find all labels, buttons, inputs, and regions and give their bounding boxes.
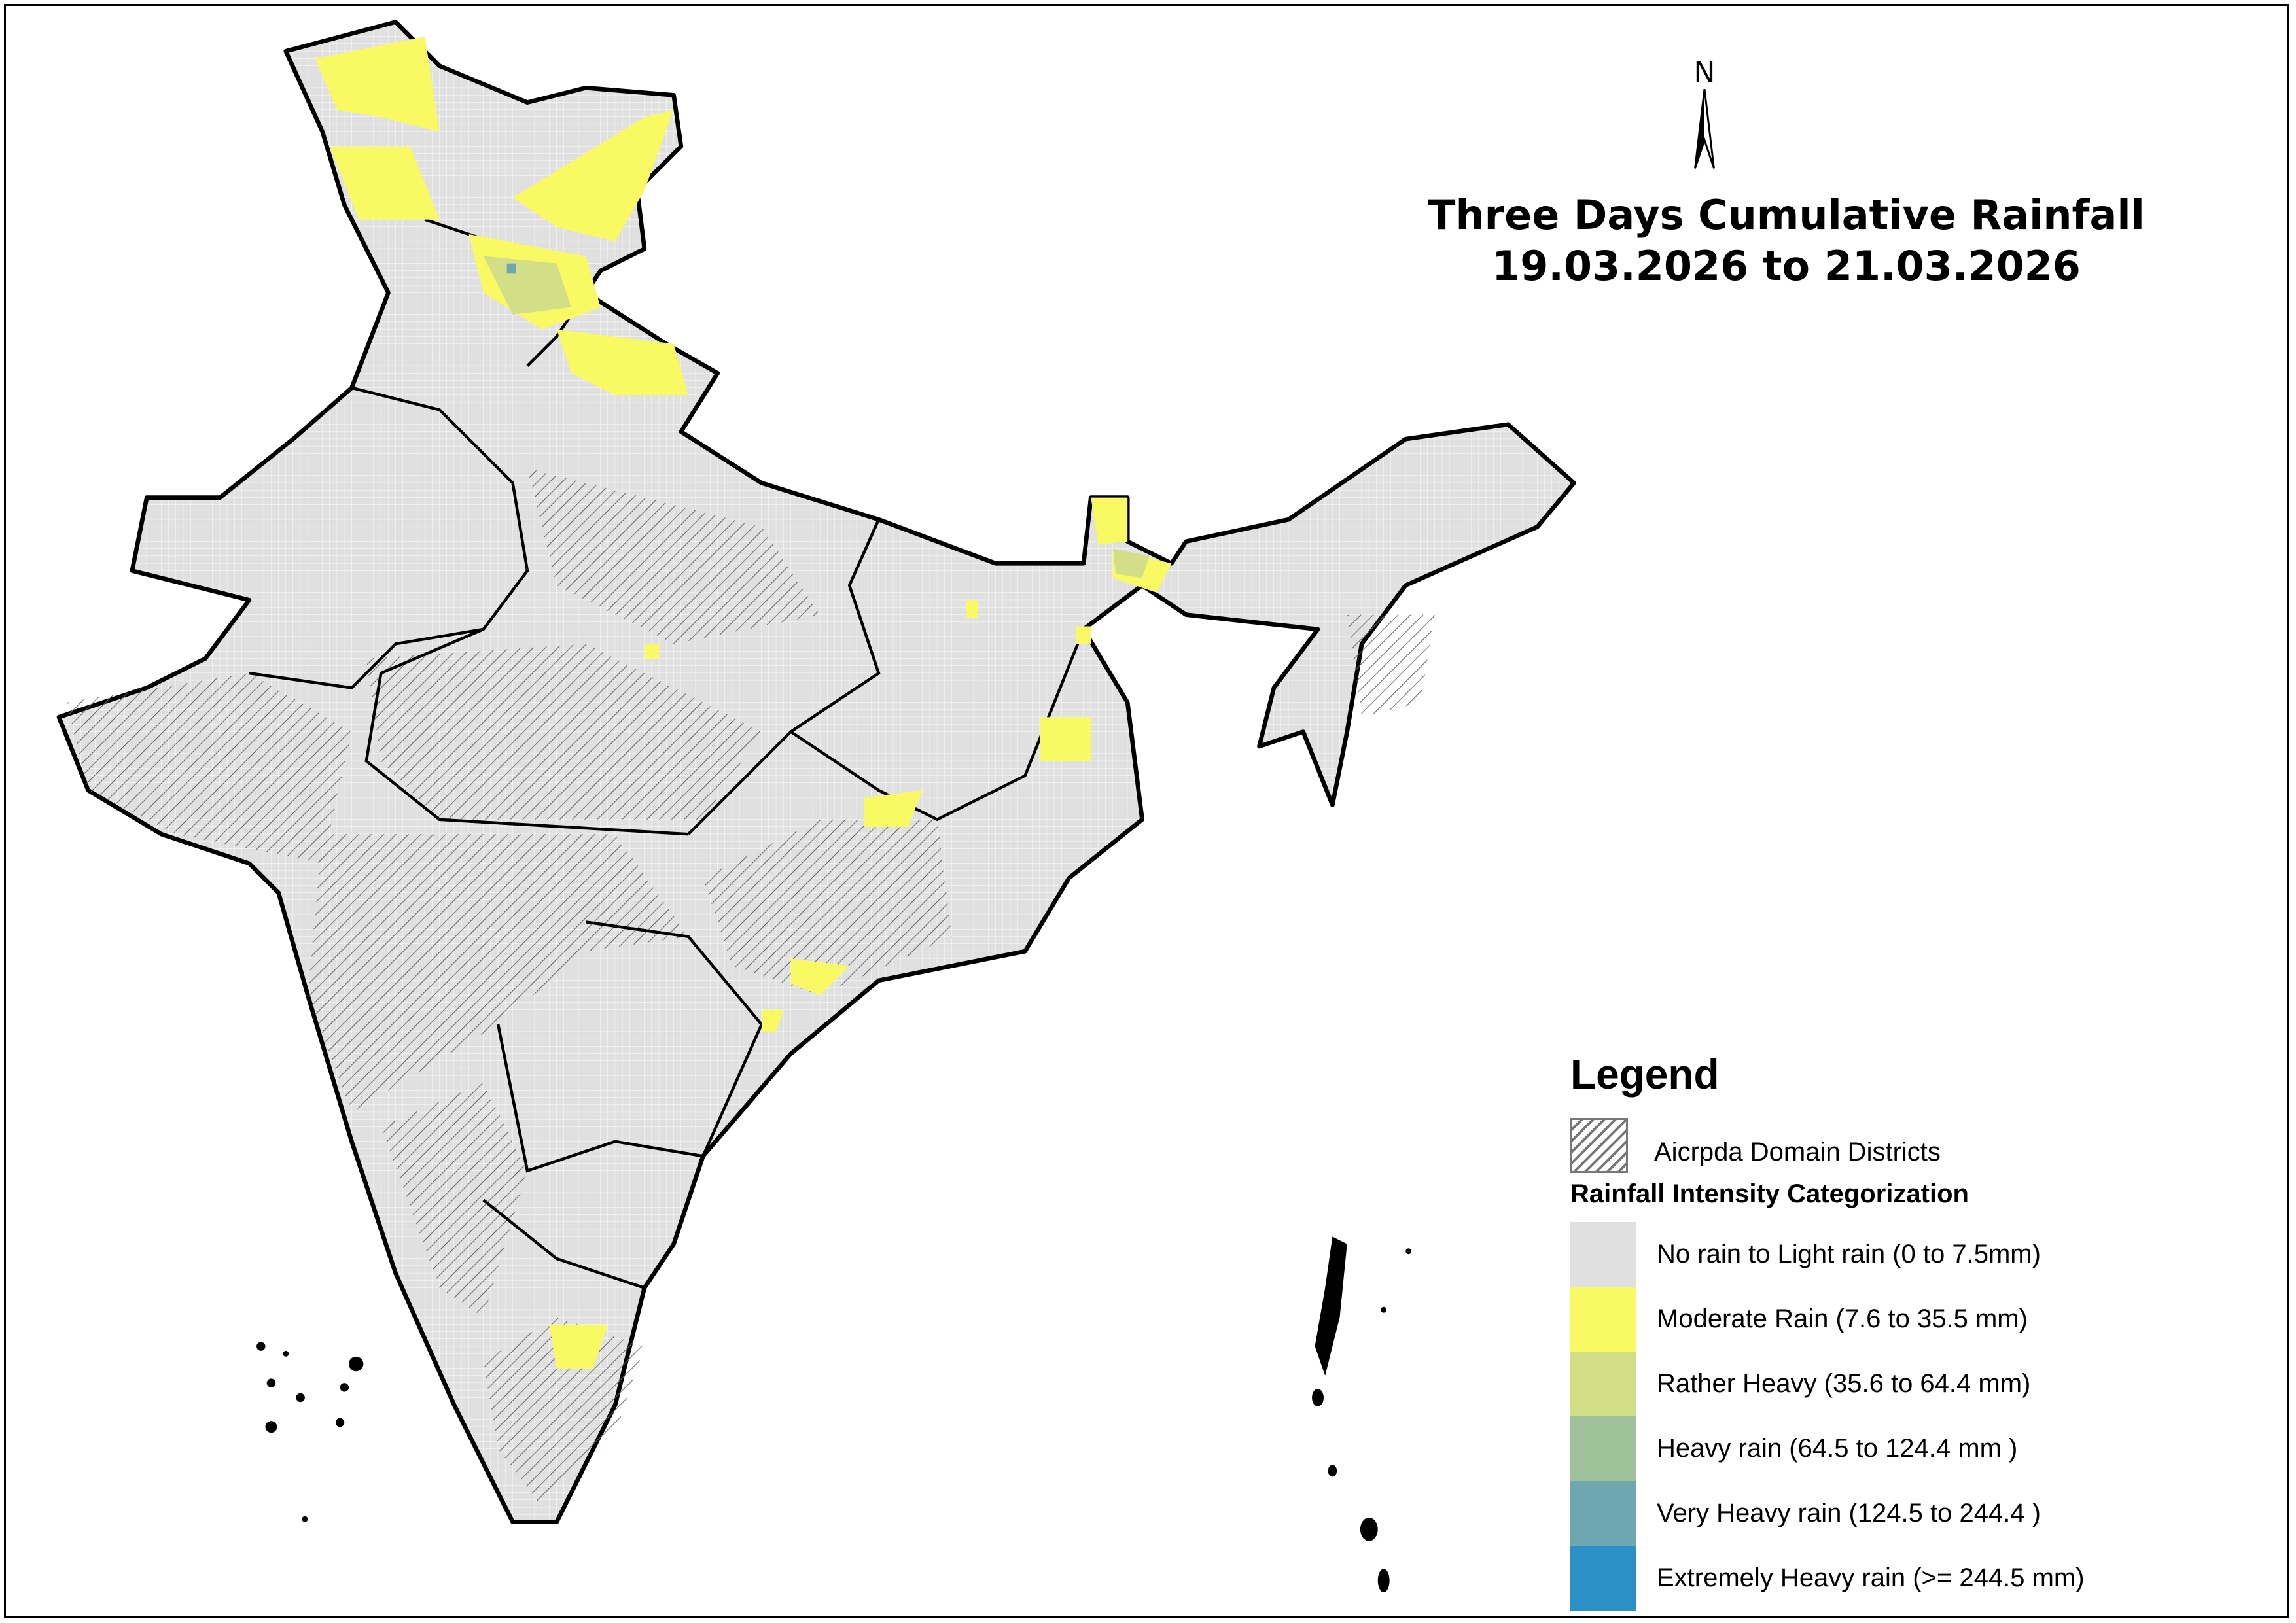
category-label: Rather Heavy (35.6 to 64.4 mm) (1657, 1369, 2031, 1398)
category-label: Very Heavy rain (124.5 to 244.4 ) (1657, 1499, 2041, 1527)
map-frame (4, 4, 2289, 1618)
category-label: Extremely Heavy rain (>= 244.5 mm) (1657, 1563, 2085, 1592)
aicrpda-domain-districts (66, 468, 1435, 1508)
legend-category: Rather Heavy (35.6 to 64.4 mm) (1570, 1352, 2257, 1416)
hatch-swatch (1570, 1118, 1628, 1173)
category-label: Heavy rain (64.5 to 124.4 mm ) (1657, 1434, 2018, 1463)
state-boundaries (249, 218, 1086, 1289)
legend: Legend Aicrpda Domain Districts Rainfall… (1570, 1050, 2257, 1611)
color-swatch (1570, 1287, 1636, 1352)
legend-category: Heavy rain (64.5 to 124.4 mm ) (1570, 1416, 2257, 1481)
hatch-label: Aicrpda Domain Districts (1654, 1137, 1941, 1166)
legend-category: Extremely Heavy rain (>= 244.5 mm) (1570, 1546, 2257, 1611)
color-swatch (1570, 1481, 1636, 1546)
legend-heading: Legend (1570, 1051, 1720, 1098)
north-label: N (1693, 56, 1716, 89)
category-heading: Rainfall Intensity Categorization (1570, 1179, 1969, 1208)
legend-category: Moderate Rain (7.6 to 35.5 mm) (1570, 1287, 2257, 1352)
color-swatch (1570, 1546, 1636, 1611)
color-swatch (1570, 1222, 1636, 1287)
category-label: Moderate Rain (7.6 to 35.5 mm) (1657, 1304, 2028, 1333)
legend-category: Very Heavy rain (124.5 to 244.4 ) (1570, 1481, 2257, 1546)
color-swatch (1570, 1352, 1636, 1416)
very-heavy-rain-cell (506, 263, 516, 274)
north-arrow-icon (1694, 88, 1715, 169)
title-line-2: 19.03.2026 to 21.03.2026 (1492, 242, 2081, 290)
north-arrow: N (1675, 56, 1734, 177)
island-territories (256, 1236, 1412, 1593)
legend-item-aicrpda: Aicrpda Domain Districts (1570, 1118, 2257, 1173)
map-title: Three Days Cumulative Rainfall 19.03.202… (1282, 190, 2290, 292)
title-line-1: Three Days Cumulative Rainfall (1428, 191, 2145, 239)
color-swatch (1570, 1416, 1636, 1481)
rather-heavy-rain-areas (483, 256, 1150, 578)
legend-category: No rain to Light rain (0 to 7.5mm) (1570, 1222, 2257, 1287)
category-list: No rain to Light rain (0 to 7.5mm) Modera… (1570, 1222, 2257, 1611)
category-label: No rain to Light rain (0 to 7.5mm) (1657, 1240, 2041, 1268)
